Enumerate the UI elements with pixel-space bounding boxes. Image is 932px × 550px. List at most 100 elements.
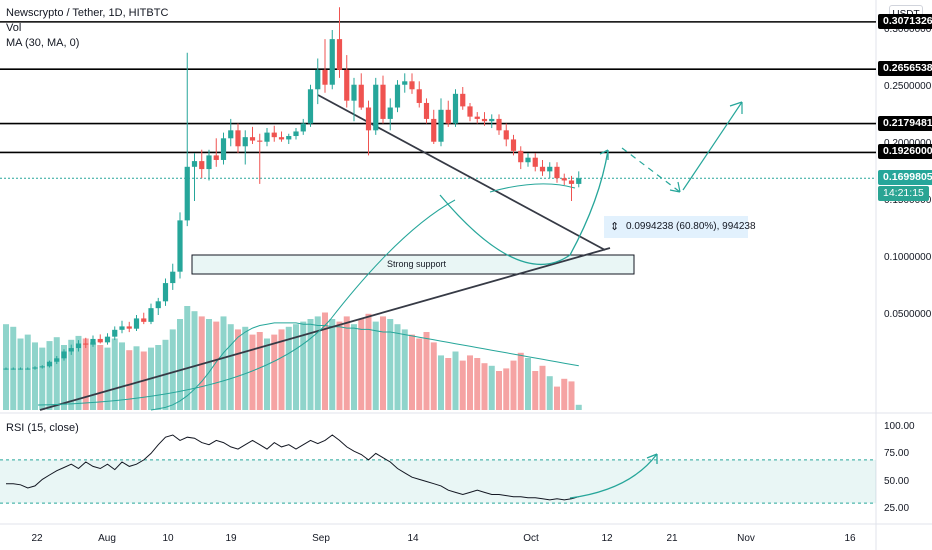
- volume-bar: [271, 334, 278, 410]
- volume-bar: [307, 319, 314, 410]
- price-tick-label: 0.2500000: [884, 81, 932, 92]
- symbol-title: Newscrypto / Tether, 1D, HITBTC: [6, 7, 169, 19]
- candle-body: [351, 84, 357, 101]
- time-tick-label: 10: [162, 533, 174, 544]
- volume-bar: [39, 347, 46, 410]
- volume-bar: [561, 378, 568, 410]
- volume-bar: [184, 306, 191, 410]
- rsi-tick-label: 100.00: [884, 421, 915, 433]
- candle-body: [307, 89, 314, 124]
- volume-bar: [459, 360, 466, 410]
- volume-bar: [104, 347, 111, 410]
- volume-bar: [300, 321, 307, 410]
- last-price-tag: 0.1699805: [878, 170, 932, 186]
- candle-body: [119, 326, 125, 330]
- candle-body: [460, 93, 466, 107]
- candle-body: [242, 137, 248, 147]
- candle-body: [438, 109, 444, 142]
- candle-body: [380, 84, 386, 119]
- candle-body: [554, 166, 560, 179]
- candle-body: [249, 137, 256, 141]
- candle-body: [162, 283, 169, 302]
- volume-bar: [401, 329, 408, 410]
- volume-bar: [503, 368, 510, 410]
- volume-bar: [532, 371, 539, 410]
- time-tick-label: 16: [844, 533, 856, 544]
- projection-pullback: [621, 147, 681, 193]
- volume-bar: [510, 360, 517, 410]
- volume-bar: [380, 316, 386, 410]
- candle-body: [264, 132, 270, 142]
- volume-bar: [488, 365, 495, 410]
- volume-bar: [358, 319, 365, 410]
- candle-body: [423, 102, 430, 119]
- candle-body: [358, 84, 364, 108]
- volume-bar: [206, 319, 212, 410]
- volume-bar: [24, 334, 31, 410]
- pullback-arrowhead: [669, 181, 681, 193]
- candle-body: [133, 318, 140, 329]
- rsi-projection: [569, 453, 658, 499]
- candle-body: [474, 116, 480, 119]
- cup-lip-curve: [489, 183, 576, 193]
- volume-bar: [438, 355, 444, 410]
- measure-text: 0.0994238 (60.80%), 994238: [626, 221, 756, 232]
- candle-body: [155, 301, 161, 309]
- price-level-tag: 0.3071326: [878, 13, 932, 29]
- rsi-line: [6, 434, 579, 501]
- time-tick-label: Oct: [523, 533, 539, 544]
- volume-bar: [133, 346, 140, 410]
- candle-body: [329, 39, 335, 85]
- candle-body: [83, 343, 89, 345]
- volume-bar: [264, 338, 270, 410]
- descending-trendline: [317, 94, 606, 251]
- candle-body: [141, 318, 147, 322]
- candle-body: [402, 81, 408, 85]
- candle-body: [213, 155, 219, 160]
- candle-body: [75, 343, 82, 349]
- support-zone: [191, 254, 635, 275]
- volume-bar: [97, 345, 104, 410]
- candle-body: [489, 118, 495, 122]
- candle-body: [228, 130, 234, 139]
- candle-body: [481, 118, 488, 122]
- volume-bar: [68, 339, 75, 410]
- volume-bar: [496, 371, 502, 410]
- candle-body: [373, 84, 379, 131]
- candle-body: [561, 178, 567, 181]
- candle-body: [148, 308, 154, 322]
- candle-body: [568, 180, 575, 184]
- volume-bar: [322, 312, 328, 410]
- volume-bar: [539, 365, 546, 410]
- volume-bar: [61, 345, 67, 410]
- time-tick-label: 19: [225, 533, 237, 544]
- volume-bar: [430, 342, 437, 410]
- price-range-measure[interactable]: ⇕ 0.0994238 (60.80%), 994238: [604, 216, 756, 238]
- candle-body: [576, 178, 582, 184]
- volume-bar: [82, 338, 89, 410]
- volume-bar: [75, 335, 82, 410]
- candle-body: [206, 155, 212, 170]
- candle-body: [286, 136, 292, 140]
- volume-bar: [242, 326, 249, 410]
- candle-body: [271, 132, 277, 138]
- volume-bar: [343, 316, 350, 410]
- candle-body: [39, 366, 45, 368]
- rsi-projection-arrowhead: [646, 453, 658, 464]
- candle-body: [431, 118, 437, 142]
- candle-body: [322, 69, 328, 85]
- candle-body: [539, 166, 546, 172]
- volume-bar: [467, 355, 473, 410]
- volume-bar: [351, 324, 357, 410]
- cup-curve: [439, 149, 609, 266]
- volume-bar: [32, 342, 38, 410]
- volume-bar: [17, 338, 24, 410]
- volume-bar: [452, 351, 459, 410]
- candle-body: [177, 220, 183, 272]
- volume-bar: [474, 358, 481, 410]
- volume-bar: [554, 386, 560, 410]
- volume-bar: [517, 352, 524, 410]
- rsi-tick-label: 25.00: [884, 502, 910, 514]
- volume-bar: [387, 319, 394, 410]
